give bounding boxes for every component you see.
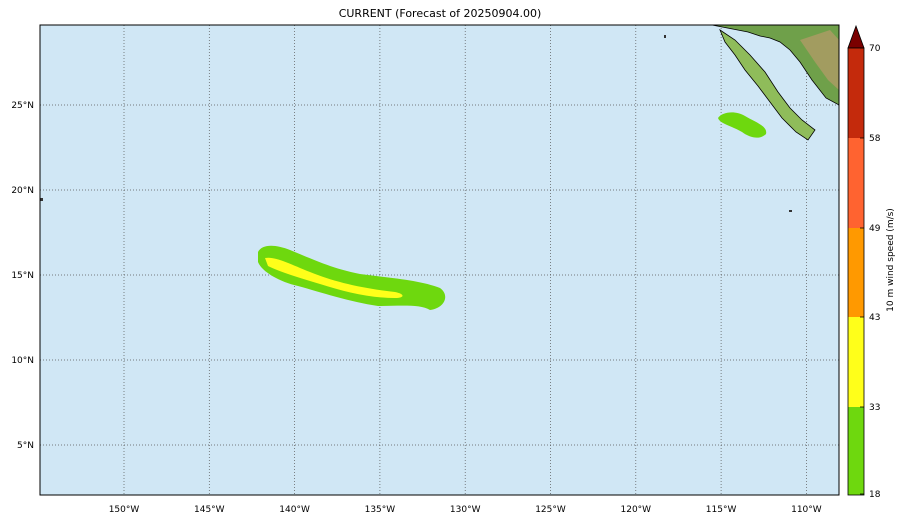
land-highlands bbox=[800, 30, 839, 90]
colorbar-tick-label: 70 bbox=[869, 44, 881, 54]
colorbar-segment bbox=[848, 407, 864, 495]
island bbox=[789, 210, 792, 212]
wind-swath-core bbox=[265, 257, 403, 298]
lon-label: 115°W bbox=[706, 505, 737, 515]
island bbox=[40, 198, 43, 201]
lon-label: 120°W bbox=[621, 505, 652, 515]
colorbar-label: 10 m wind speed (m/s) bbox=[886, 208, 896, 312]
colorbar-ticks: 70 58 49 43 33 18 bbox=[860, 44, 881, 500]
lat-label: 15°N bbox=[11, 271, 34, 281]
graticule: 25°N 20°N 15°N 10°N 5°N 150°W 145°W 140°W 135°W 1… bbox=[11, 25, 839, 515]
land-peninsula bbox=[719, 28, 816, 141]
colorbar-segment bbox=[848, 138, 864, 228]
wind-swath-small bbox=[718, 112, 767, 138]
lat-label: 20°N bbox=[11, 186, 34, 196]
colorbar-tick-label: 58 bbox=[869, 134, 881, 144]
map-title: CURRENT (Forecast of 20250904.00) bbox=[339, 7, 542, 20]
colorbar-segment bbox=[848, 48, 864, 138]
map-frame bbox=[39, 24, 840, 496]
colorbar-tick-label: 43 bbox=[869, 313, 880, 323]
colorbar-segment bbox=[848, 228, 864, 317]
colorbar-tick-label: 33 bbox=[869, 403, 880, 413]
colorbar-segment bbox=[848, 317, 864, 407]
colorbar-frame bbox=[847, 47, 865, 496]
lon-label: 145°W bbox=[194, 505, 225, 515]
ocean bbox=[40, 25, 839, 495]
lon-label: 110°W bbox=[791, 505, 822, 515]
lat-label: 5°N bbox=[17, 441, 34, 451]
colorbar-tick-label: 49 bbox=[869, 224, 881, 234]
colorbar: 70 58 49 43 33 18 10 m wind speed (m/s) bbox=[847, 24, 896, 500]
colorbar-extend bbox=[847, 24, 865, 49]
lat-label: 25°N bbox=[11, 101, 34, 111]
lon-label: 125°W bbox=[535, 505, 566, 515]
lon-label: 150°W bbox=[109, 505, 140, 515]
lon-label: 140°W bbox=[279, 505, 310, 515]
lat-label: 10°N bbox=[11, 356, 34, 366]
colorbar-tick-label: 18 bbox=[869, 490, 881, 500]
lon-label: 135°W bbox=[365, 505, 396, 515]
island bbox=[664, 35, 666, 38]
lon-label: 130°W bbox=[450, 505, 481, 515]
